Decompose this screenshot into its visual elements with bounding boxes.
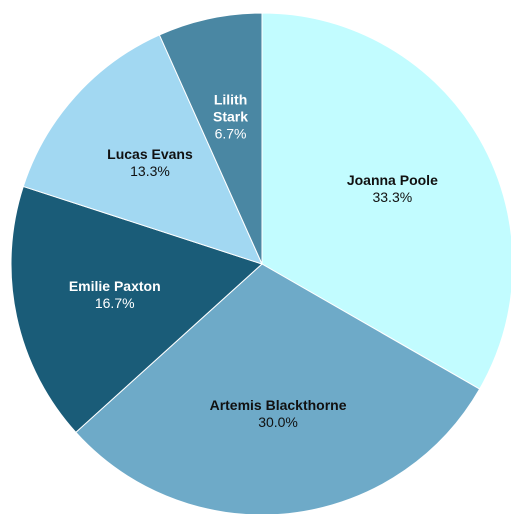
value-label: 6.7% (214, 125, 247, 142)
pie-slice (10, 185, 263, 434)
value-label: 30.0% (258, 413, 298, 430)
pie-slice (261, 12, 511, 390)
slice-label: Lucas Evans 13.3% (107, 146, 193, 180)
value-label: 33.3% (372, 188, 413, 205)
category-name: Lucas Evans (107, 146, 193, 163)
category-name: Artemis Blackthorne (209, 396, 347, 413)
pie-slice (158, 12, 263, 265)
category-name: Lilith Stark (213, 91, 249, 125)
slice-label: Emilie Paxton 16.7% (69, 278, 161, 312)
pie-slice (22, 34, 263, 265)
category-name: Joanna Poole (346, 171, 438, 188)
value-label: 13.3% (130, 163, 170, 180)
category-name: Emilie Paxton (68, 278, 161, 295)
slice-label: Lilith Stark 6.7% (206, 91, 256, 142)
slice-label: Joanna Poole 33.3% (347, 172, 438, 206)
slice-label: Artemis Blackthorne 30.0% (210, 397, 347, 431)
value-label: 16.7% (94, 295, 135, 312)
